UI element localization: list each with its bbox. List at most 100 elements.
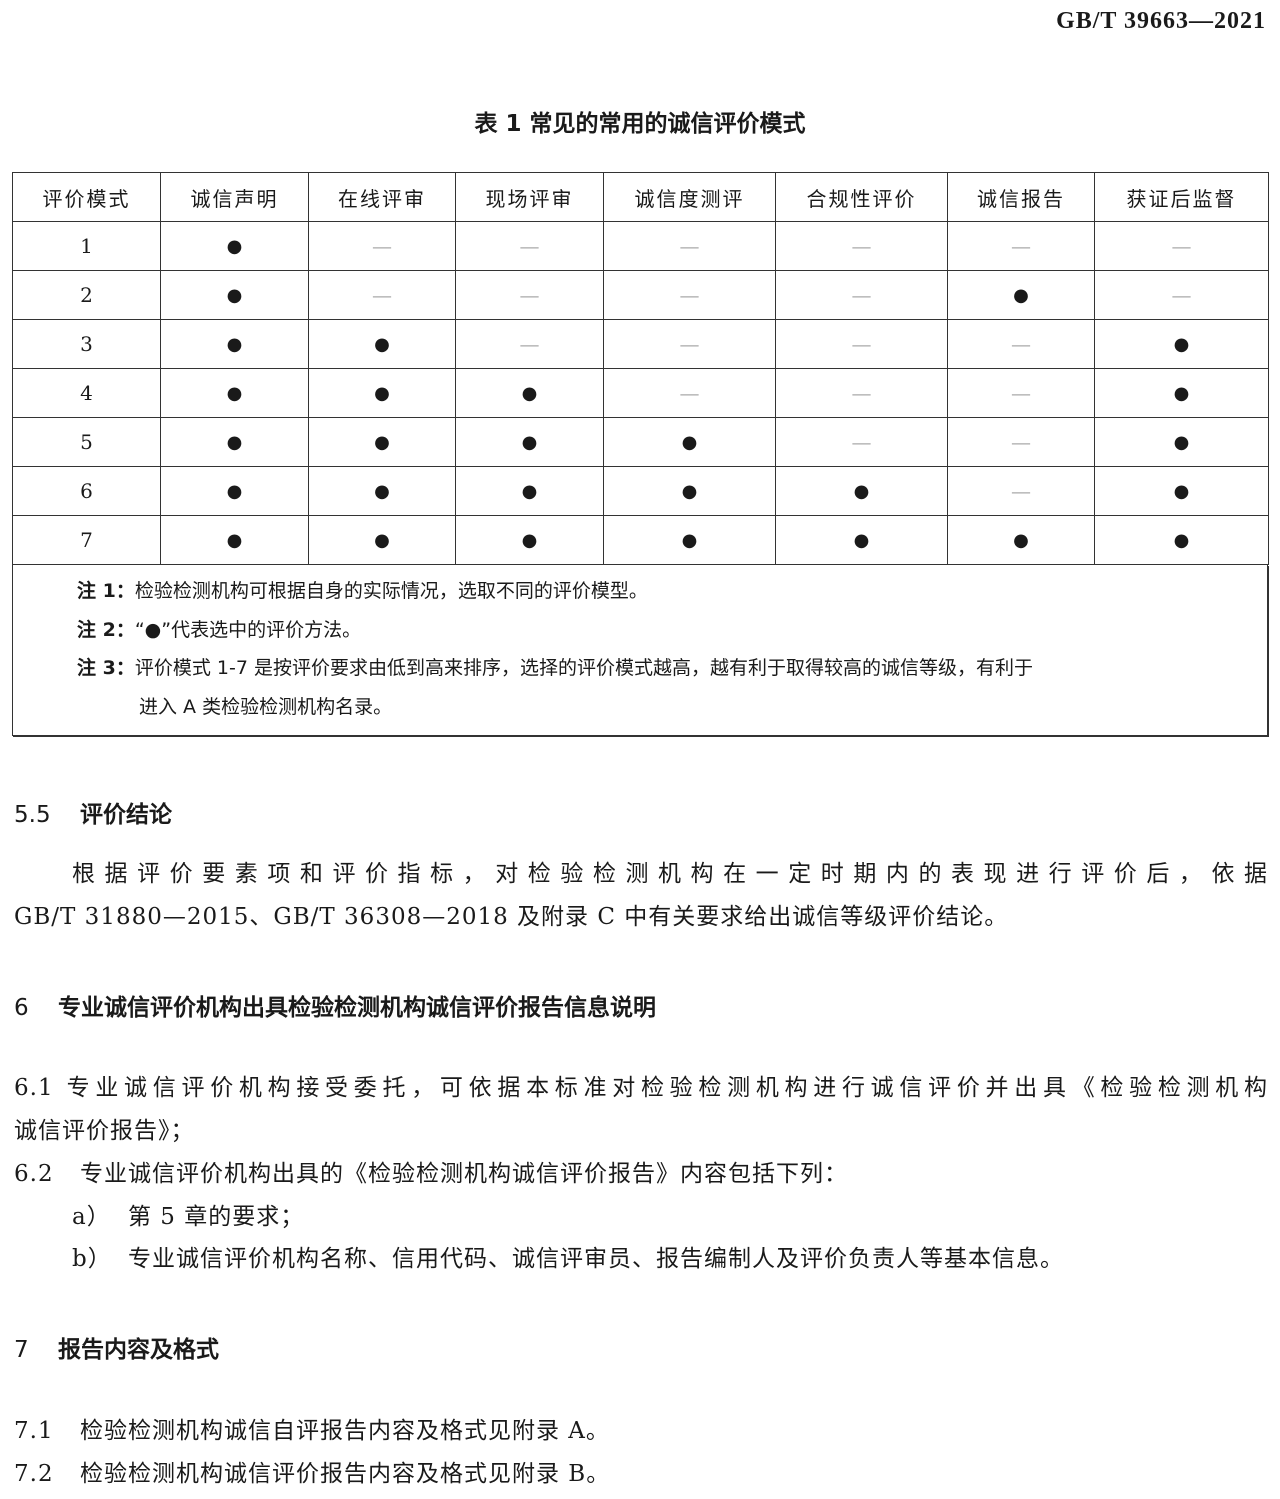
clause-6-1-line2: 诚信评价报告》； [14,1118,195,1144]
column-header: 评价模式 [12,172,161,222]
not-selected-dash: — [947,368,1095,418]
note-text: 检验检测机构可根据自身的实际情况，选取不同的评价模型。 [134,580,648,602]
selected-dot: ● [1094,466,1269,516]
mode-number: 2 [12,270,161,320]
clause-number: 6.2 [14,1161,54,1187]
selected-dot: ● [455,466,604,516]
list-label: a） [72,1204,111,1230]
not-selected-dash: — [455,270,604,320]
not-selected-dash: — [775,221,948,271]
selected-dot: ● [160,466,309,516]
column-header: 诚信声明 [160,172,309,222]
column-header: 合规性评价 [775,172,948,222]
selected-dot: ● [603,417,776,467]
note-label: 注 2： [77,619,135,641]
clause-7-2: 7.2 检验检测机构诚信评价报告内容及格式见附录 B。 [14,1453,1268,1496]
mode-number: 3 [12,319,161,369]
not-selected-dash: — [947,319,1095,369]
selected-dot: ● [160,319,309,369]
not-selected-dash: — [455,319,604,369]
section-6-heading: 6 专业诚信评价机构出具检验检测机构诚信评价报告信息说明 [14,988,656,1022]
selected-dot: ● [160,515,309,565]
selected-dot: ● [775,515,948,565]
not-selected-dash: — [308,221,456,271]
section-title: 专业诚信评价机构出具检验检测机构诚信评价报告信息说明 [58,995,656,1021]
table-notes: 注 1：检验检测机构可根据自身的实际情况，选取不同的评价模型。 注 2：“●”代… [12,565,1268,736]
selected-dot: ● [1094,368,1269,418]
list-item-b: b） 专业诚信评价机构名称、信用代码、诚信评审员、报告编制人及评价负责人等基本信息… [72,1238,1268,1281]
mode-number: 1 [12,221,161,271]
clause-number: 7.2 [14,1461,54,1487]
section-number: 5.5 [14,802,51,828]
column-header: 诚信报告 [947,172,1095,222]
not-selected-dash: — [603,368,776,418]
table-row: 3 ● ● — — — — ● [12,319,1269,369]
column-header: 在线评审 [308,172,456,222]
clause-number: 6.1 [14,1075,54,1101]
selected-dot: ● [455,515,604,565]
selected-dot: ● [308,319,456,369]
note-label: 注 1： [77,580,135,602]
not-selected-dash: — [775,368,948,418]
selected-dot: ● [160,417,309,467]
section-7-heading: 7 报告内容及格式 [14,1330,219,1364]
list-label: b） [72,1246,112,1272]
not-selected-dash: — [1094,270,1269,320]
note-2: 注 2：“●”代表选中的评价方法。 [77,611,1257,650]
section-number: 6 [14,995,29,1021]
selected-dot: ● [947,270,1095,320]
not-selected-dash: — [775,270,948,320]
selected-dot: ● [1094,319,1269,369]
selected-dot: ● [160,270,309,320]
section-title: 报告内容及格式 [58,1337,219,1363]
paragraph-5-5-line2: GB/T 31880—2015、GB/T 36308—2018 及附录 C 中有… [14,904,1009,930]
table-row: 5 ● ● ● ● — — ● [12,417,1269,467]
not-selected-dash: — [1094,221,1269,271]
paragraph-5-5-line1: 根据评价要素项和评价指标，对检验检测机构在一定时期内的表现进行评价后，依据 [72,861,1268,887]
list-text: 专业诚信评价机构名称、信用代码、诚信评审员、报告编制人及评价负责人等基本信息。 [128,1246,1064,1272]
selected-dot: ● [1094,417,1269,467]
table-row: 7 ● ● ● ● ● ● ● [12,515,1269,565]
not-selected-dash: — [947,221,1095,271]
list-item-a: a） 第 5 章的要求； [72,1196,1268,1239]
selected-dot: ● [603,466,776,516]
selected-dot: ● [947,515,1095,565]
not-selected-dash: — [947,417,1095,467]
selected-dot: ● [603,515,776,565]
column-header: 现场评审 [455,172,604,222]
column-header: 诚信度测评 [603,172,776,222]
not-selected-dash: — [775,319,948,369]
not-selected-dash: — [603,319,776,369]
clause-7-1: 7.1 检验检测机构诚信自评报告内容及格式见附录 A。 [14,1410,1268,1453]
table-row: 1 ● — — — — — — [12,221,1269,271]
selected-dot: ● [455,368,604,418]
not-selected-dash: — [947,466,1095,516]
list-text: 第 5 章的要求； [128,1204,305,1230]
evaluation-mode-table: 评价模式 诚信声明 在线评审 现场评审 诚信度测评 合规性评价 诚信报告 获证后监督 1 ● — —… [12,172,1269,565]
table-row: 2 ● — — — — ● — [12,270,1269,320]
section-5-5-heading: 5.5 评价结论 [14,795,172,829]
not-selected-dash: — [308,270,456,320]
clause-text: 检验检测机构诚信评价报告内容及格式见附录 B。 [80,1461,611,1487]
table-header-row: 评价模式 诚信声明 在线评审 现场评审 诚信度测评 合规性评价 诚信报告 获证后监督 [12,172,1269,222]
table-row: 4 ● ● ● — — — ● [12,368,1269,418]
not-selected-dash: — [603,221,776,271]
selected-dot: ● [775,466,948,516]
section-number: 7 [14,1337,29,1363]
note-1: 注 1：检验检测机构可根据自身的实际情况，选取不同的评价模型。 [77,572,1257,611]
clause-6-1-line1: 6.1 专业诚信评价机构接受委托，可依据本标准对检验检测机构进行诚信评价并出具《… [14,1067,1268,1110]
clause-text: 专业诚信评价机构接受委托，可依据本标准对检验检测机构进行诚信评价并出具《检验检测… [66,1075,1269,1101]
note-text: 评价模式 1-7 是按评价要求由低到高来排序，选择的评价模式越高，越有利于取得较… [134,657,1033,679]
selected-dot: ● [308,417,456,467]
selected-dot: ● [1094,515,1269,565]
clause-text: 专业诚信评价机构出具的《检验检测机构诚信评价报告》内容包括下列： [80,1161,848,1187]
not-selected-dash: — [603,270,776,320]
selected-dot: ● [308,368,456,418]
note-3: 注 3：评价模式 1-7 是按评价要求由低到高来排序，选择的评价模式越高，越有利… [77,649,1257,727]
section-title: 评价结论 [80,802,172,828]
not-selected-dash: — [775,417,948,467]
selected-dot: ● [455,417,604,467]
standard-code: GB/T 39663—2021 [1056,8,1266,34]
note-text-continued: 进入 A 类检验检测机构名录。 [139,696,393,718]
mode-number: 5 [12,417,161,467]
